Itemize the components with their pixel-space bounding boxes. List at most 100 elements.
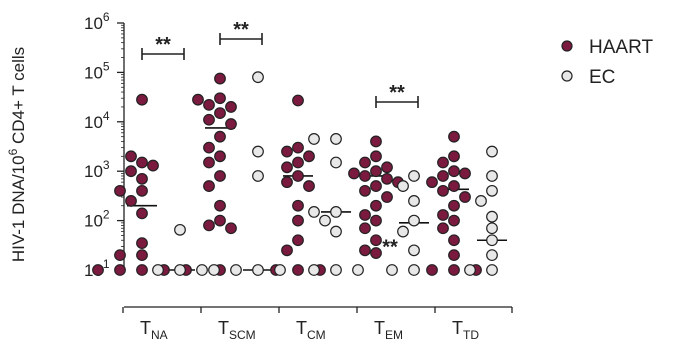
haart-point — [281, 176, 293, 189]
haart-point — [281, 244, 293, 257]
haart-point — [125, 165, 137, 178]
haart-point — [459, 191, 471, 203]
significance-brackets: ** ** ** ** — [141, 19, 419, 258]
haart-point — [359, 244, 371, 257]
ec-point — [330, 133, 342, 145]
legend-marker-ec — [561, 70, 573, 82]
haart-point — [370, 150, 382, 163]
haart-point — [370, 135, 382, 148]
haart-point — [359, 156, 371, 169]
y-axis-label: HIV-1 DNA/106 CD4+ T cells — [6, 47, 28, 262]
x-axis: TNA TSCM TCM TEM TTD — [122, 306, 513, 342]
legend-marker-haart — [561, 40, 573, 52]
haart-point — [225, 118, 237, 130]
ec-point — [408, 264, 420, 276]
x-tick-label-cm: TCM — [296, 318, 326, 342]
haart-point — [114, 249, 126, 262]
y-tick-label: 103 — [84, 158, 110, 181]
ec-point — [174, 264, 186, 276]
haart-point — [225, 222, 237, 235]
legend: HAART EC — [561, 37, 653, 88]
haart-point — [136, 156, 148, 169]
haart-point — [214, 199, 226, 212]
haart-point — [136, 237, 148, 250]
haart-point — [292, 264, 304, 276]
haart-point — [370, 199, 382, 212]
ec-point — [308, 133, 320, 145]
haart-point — [136, 184, 148, 197]
haart-point — [214, 92, 226, 105]
x-tick-label-td: TTD — [452, 318, 479, 342]
ec-point — [397, 225, 409, 238]
haart-point — [203, 141, 215, 154]
ec-point — [464, 264, 476, 276]
ec-point — [408, 214, 420, 227]
haart-point — [192, 93, 204, 106]
legend-label-haart: HAART — [589, 37, 653, 58]
ec-point — [486, 234, 498, 247]
haart-point — [214, 170, 226, 182]
haart-point — [459, 167, 471, 180]
significance-label: ** — [155, 34, 171, 56]
significance-label: ** — [389, 82, 405, 104]
haart-point — [448, 180, 460, 192]
haart-point — [214, 72, 226, 85]
haart-point — [437, 209, 449, 221]
haart-point — [114, 264, 126, 276]
ec-point — [274, 264, 286, 276]
ec-point — [252, 145, 264, 158]
haart-point — [214, 214, 226, 227]
ec-point — [486, 249, 498, 262]
haart-point — [203, 180, 215, 192]
ec-point — [174, 223, 186, 236]
ec-point — [330, 225, 342, 238]
y-tick-label: 104 — [84, 109, 110, 132]
haart-point — [370, 214, 382, 227]
haart-point — [136, 207, 148, 220]
ec-point — [330, 206, 342, 218]
ec-point — [408, 195, 420, 207]
haart-point — [225, 101, 237, 113]
haart-point — [448, 199, 460, 212]
haart-point — [203, 113, 215, 126]
haart-point — [203, 98, 215, 111]
haart-point — [303, 180, 315, 192]
ec-point — [408, 244, 420, 257]
haart-point — [426, 264, 438, 276]
haart-point — [214, 150, 226, 163]
haart-point — [292, 94, 304, 107]
ec-point — [486, 222, 498, 235]
haart-point — [114, 184, 126, 197]
ec-point — [196, 264, 208, 276]
haart-point — [214, 107, 226, 120]
haart-point — [448, 264, 460, 276]
haart-point — [136, 93, 148, 106]
haart-point — [136, 264, 148, 276]
haart-point — [437, 184, 449, 197]
ec-point — [252, 264, 264, 276]
y-tick-label: 102 — [84, 208, 110, 231]
ec-point — [330, 156, 342, 169]
ec-point — [475, 195, 487, 207]
haart-point — [292, 214, 304, 227]
legend-label-ec: EC — [589, 67, 615, 88]
haart-point — [292, 199, 304, 212]
haart-point — [370, 234, 382, 247]
haart-point — [303, 150, 315, 163]
haart-point — [448, 150, 460, 163]
haart-point — [370, 247, 382, 259]
ec-point — [408, 170, 420, 182]
ec-point — [486, 145, 498, 158]
ec-point — [486, 210, 498, 223]
ec-point — [486, 170, 498, 182]
ec-point — [352, 264, 364, 276]
inline-significance-label: ** — [382, 236, 398, 258]
ec-point — [397, 180, 409, 192]
haart-point — [437, 222, 449, 235]
haart-point — [448, 214, 460, 227]
haart-point — [359, 222, 371, 235]
haart-point — [281, 145, 293, 158]
ec-point — [386, 264, 398, 276]
haart-point — [426, 176, 438, 189]
